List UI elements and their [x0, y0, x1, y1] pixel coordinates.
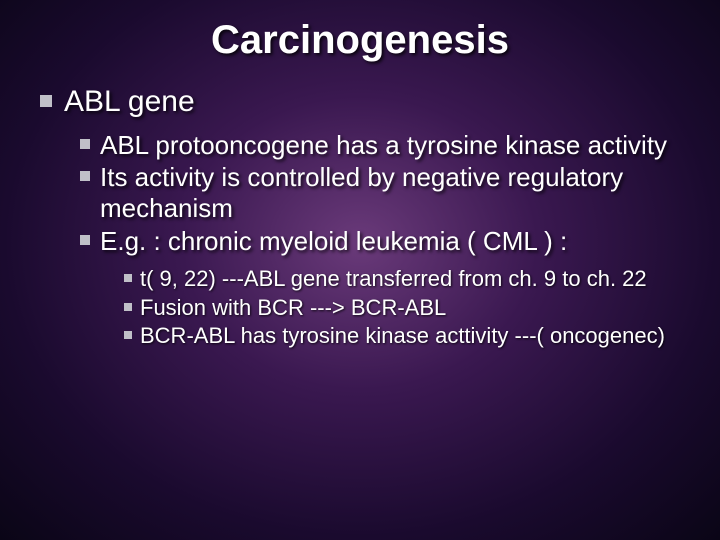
square-bullet-icon [80, 139, 90, 149]
square-bullet-icon [124, 331, 132, 339]
level3-text: Fusion with BCR ---> BCR-ABL [140, 295, 446, 321]
level2-text: E.g. : chronic myeloid leukemia ( CML ) … [100, 226, 567, 257]
square-bullet-icon [124, 274, 132, 282]
slide: Carcinogenesis ABL gene ABL protooncogen… [0, 0, 720, 540]
square-bullet-icon [80, 171, 90, 181]
list-item: BCR-ABL has tyrosine kinase acttivity --… [124, 323, 680, 349]
square-bullet-icon [80, 235, 90, 245]
level2-text: Its activity is controlled by negative r… [100, 162, 680, 223]
list-item: t( 9, 22) ---ABL gene transferred from c… [124, 266, 680, 292]
list-item: Its activity is controlled by negative r… [80, 162, 680, 223]
level3-text: t( 9, 22) ---ABL gene transferred from c… [140, 266, 647, 292]
list-item: ABL protooncogene has a tyrosine kinase … [80, 130, 680, 161]
level3-text: BCR-ABL has tyrosine kinase acttivity --… [140, 323, 665, 349]
list-item: E.g. : chronic myeloid leukemia ( CML ) … [80, 226, 680, 257]
list-item: Fusion with BCR ---> BCR-ABL [124, 295, 680, 321]
square-bullet-icon [40, 95, 52, 107]
level2-text: ABL protooncogene has a tyrosine kinase … [100, 130, 667, 161]
slide-title: Carcinogenesis [40, 18, 680, 63]
level1-text: ABL gene [64, 85, 195, 120]
list-item: ABL gene [40, 85, 680, 120]
square-bullet-icon [124, 303, 132, 311]
